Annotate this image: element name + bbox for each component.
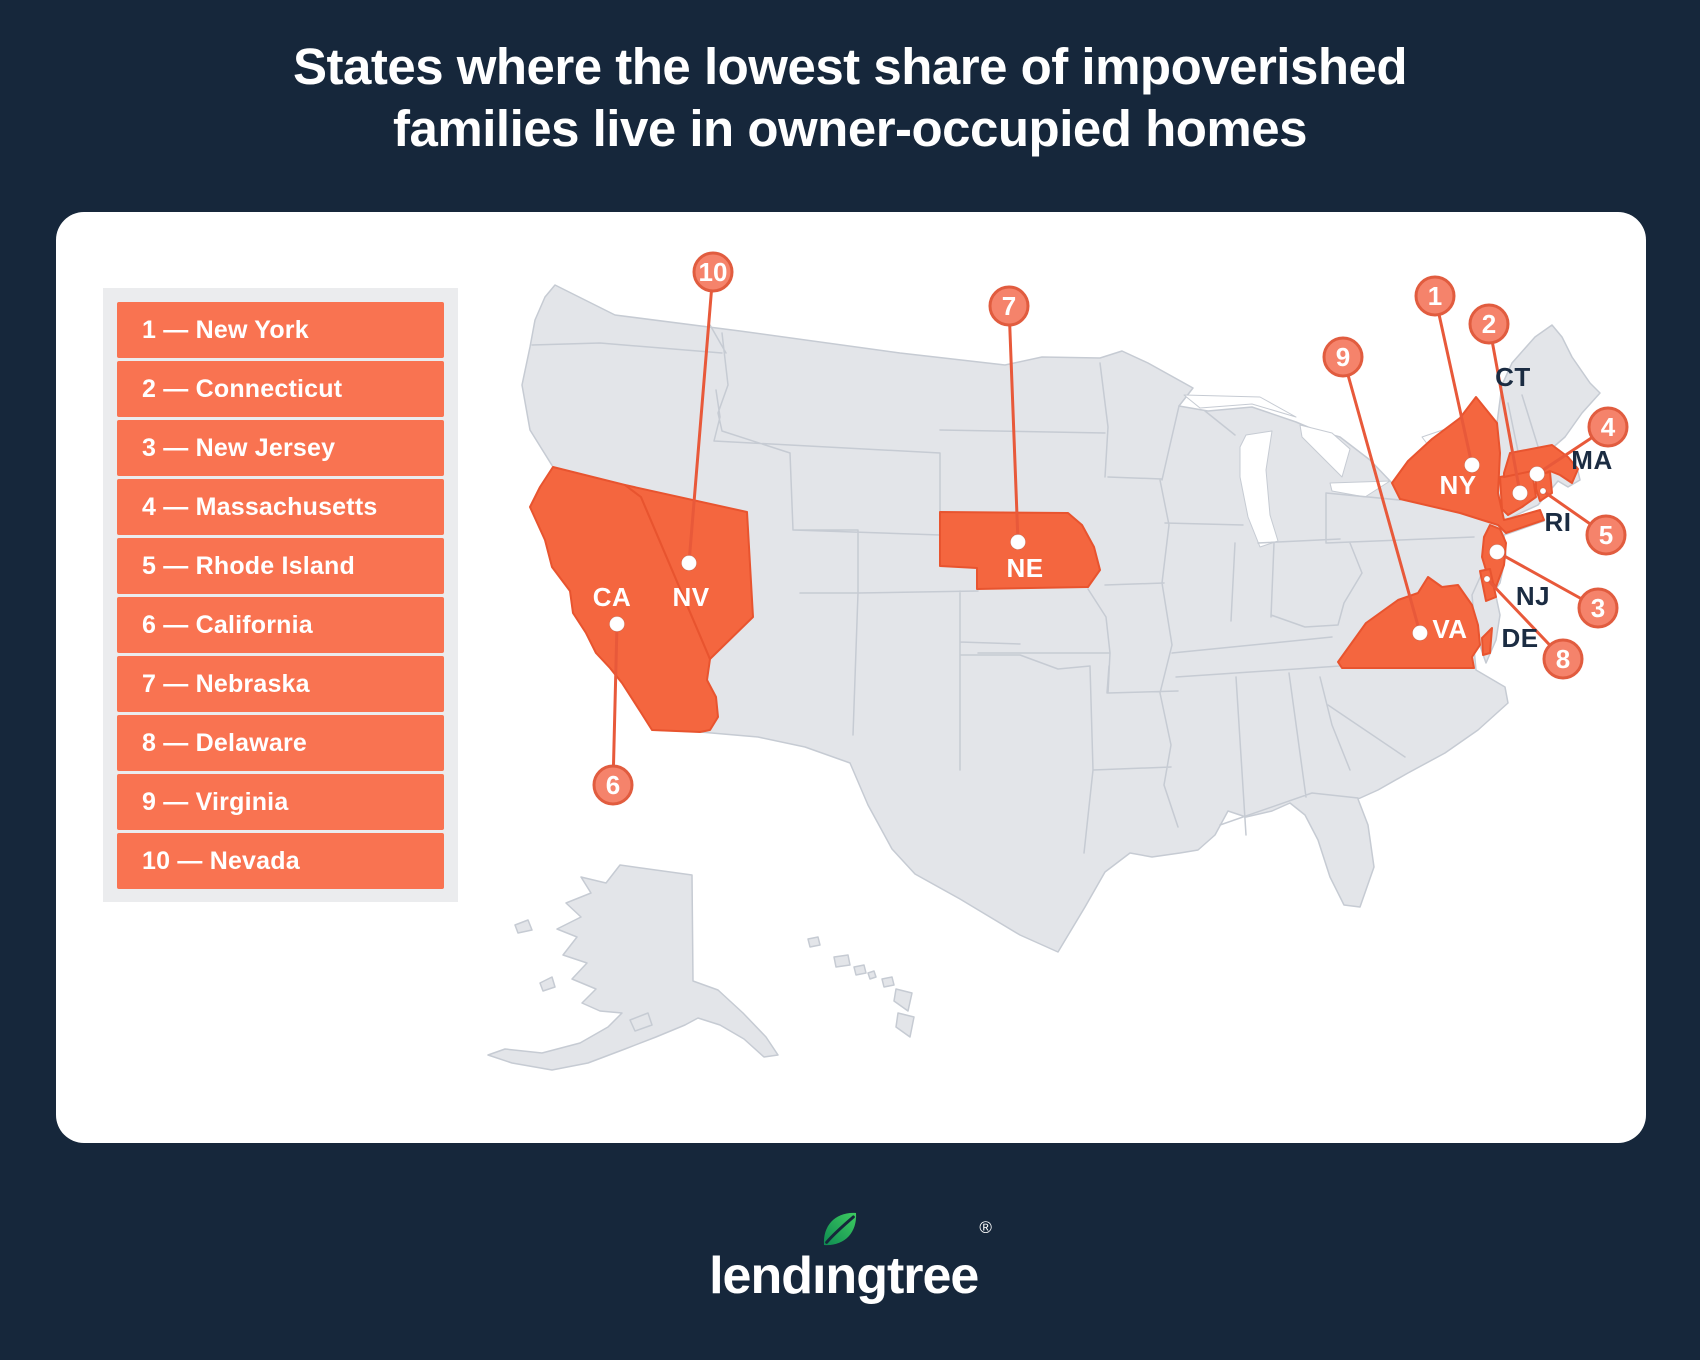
rank-badge-10: [692, 251, 734, 293]
title-line-2: families live in owner-occupied homes: [393, 100, 1307, 157]
rank-badge-number-2: 2: [1482, 309, 1496, 339]
rank-badge-number-1: 1: [1428, 281, 1442, 311]
state-label-DE: DE: [1501, 623, 1538, 653]
title-line-1: States where the lowest share of impover…: [292, 38, 1408, 95]
us-map: CA NV NE NY VA CT MA RI NJ DE 1 2 3 4 5 6 7 8 9 10: [460, 225, 1660, 1105]
connector-line-1: [1433, 294, 1474, 467]
state-virginia-eastern-shore: [1481, 627, 1493, 656]
state-nebraska: [939, 511, 1101, 590]
rank-badge-number-6: 6: [606, 770, 620, 800]
rank-badge-number-4: 4: [1601, 412, 1616, 442]
rank-badge-4: [1587, 406, 1629, 448]
lake-superior: [1183, 394, 1297, 418]
rank-badge-8: [1542, 638, 1584, 680]
state-hawaii: [807, 936, 915, 1038]
rank-badge-number-5: 5: [1599, 520, 1613, 550]
alaska-islands: [514, 919, 653, 1032]
state-alaska: [487, 864, 779, 1071]
rank-dot-1: [1464, 457, 1480, 473]
legend-row-3: 3 — New Jersey: [117, 420, 444, 476]
legend-row-7: 7 — Nebraska: [117, 656, 444, 712]
rank-badge-number-8: 8: [1556, 644, 1570, 674]
rank-badge-3: [1577, 587, 1619, 629]
state-nevada: [624, 484, 754, 660]
state-label-MA: MA: [1571, 445, 1612, 475]
us-map-svg: CA NV NE NY VA CT MA RI NJ DE 1 2 3 4 5 6 7 8 9 10: [487, 251, 1629, 1071]
rank-dot-3: [1489, 544, 1505, 560]
rank-badge-9: [1322, 336, 1364, 378]
rank-dot-5: [1539, 487, 1547, 495]
connector-line-7: [1007, 304, 1020, 544]
page-title: States where the lowest share of impover…: [0, 36, 1700, 160]
legend-row-8: 8 — Delaware: [117, 715, 444, 771]
rank-badge-7: [988, 285, 1030, 327]
legend-row-4: 4 — Massachusetts: [117, 479, 444, 535]
legend-row-2: 2 — Connecticut: [117, 361, 444, 417]
legend-row-1: 1 — New York: [117, 302, 444, 358]
connector-line-10: [687, 270, 715, 565]
rank-badge-number-3: 3: [1591, 593, 1605, 623]
lake-michigan: [1239, 430, 1279, 548]
state-label-VA: VA: [1432, 614, 1467, 644]
state-california: [529, 466, 719, 733]
rank-badge-5: [1585, 514, 1627, 556]
state-label-NJ: NJ: [1516, 581, 1550, 611]
legend-row-9: 9 — Virginia: [117, 774, 444, 830]
rank-badge-number-9: 9: [1336, 342, 1350, 372]
rank-dot-8: [1483, 575, 1491, 583]
rank-badge-6: [592, 764, 634, 806]
rank-badge-number-7: 7: [1002, 291, 1016, 321]
rank-dot-4: [1529, 466, 1545, 482]
connector-line-9: [1341, 355, 1422, 635]
lake-huron: [1299, 424, 1351, 478]
state-massachusetts: [1503, 444, 1579, 484]
rank-badge-2: [1468, 303, 1510, 345]
legend-row-10: 10 — Nevada: [117, 833, 444, 889]
rank-dot-9: [1412, 625, 1428, 641]
ranking-legend: 1 — New York 2 — Connecticut 3 — New Jerse…: [103, 288, 458, 902]
legend-row-5: 5 — Rhode Island: [117, 538, 444, 594]
rank-dot-7: [1010, 534, 1026, 550]
state-label-NE: NE: [1006, 553, 1043, 583]
state-label-NV: NV: [672, 582, 709, 612]
leaf-icon: [823, 1212, 857, 1246]
registered-trademark: ®: [979, 1218, 992, 1237]
legend-row-6: 6 — California: [117, 597, 444, 653]
map-card: 1 — New York 2 — Connecticut 3 — New Jerse…: [56, 212, 1646, 1143]
state-label-CA: CA: [593, 582, 632, 612]
connector-line-6: [611, 622, 619, 787]
connector-line-2: [1487, 322, 1522, 495]
state-delaware: [1479, 568, 1497, 602]
rank-dot-10: [681, 555, 697, 571]
logo-wordmark: lendıngtree: [709, 1247, 979, 1305]
state-label-NY: NY: [1439, 470, 1476, 500]
state-label-CT: CT: [1495, 362, 1531, 392]
state-label-RI: RI: [1545, 507, 1572, 537]
lendingtree-logo: lendıngtree®: [0, 1210, 1700, 1320]
rank-badge-1: [1414, 275, 1456, 317]
state-virginia: [1337, 576, 1481, 669]
rank-badge-number-10: 10: [699, 257, 728, 287]
rank-dot-6: [609, 616, 625, 632]
rank-dot-2: [1512, 485, 1528, 501]
